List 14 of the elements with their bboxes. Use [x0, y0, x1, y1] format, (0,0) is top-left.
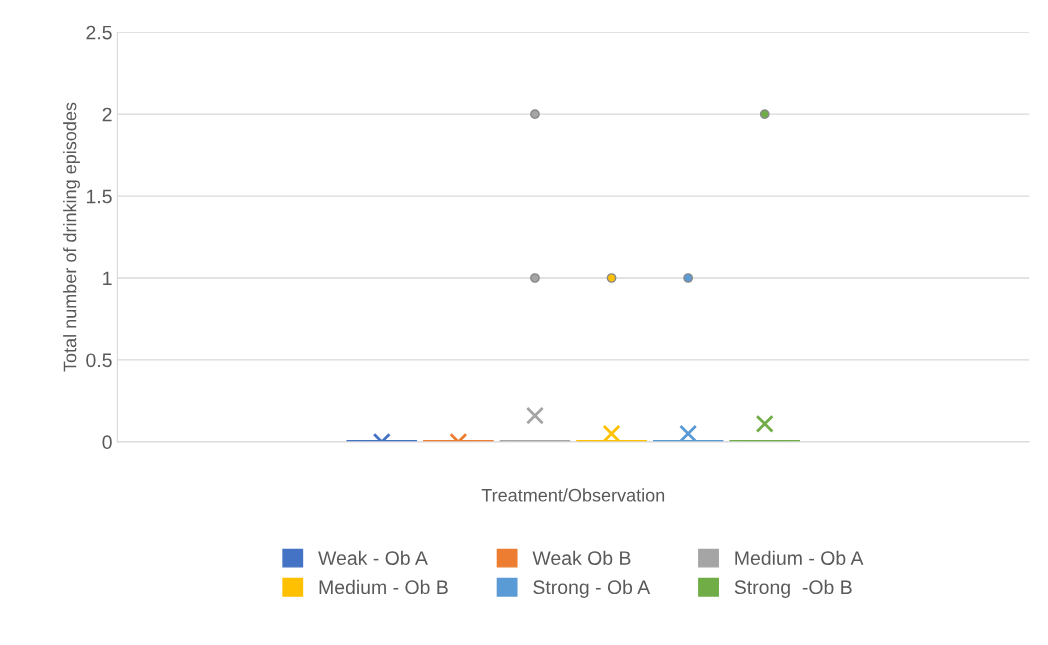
- y-tick-label: 1.5: [86, 189, 112, 204]
- y-tick-label: 0: [102, 435, 112, 450]
- legend-label: Medium - Ob A: [735, 550, 864, 565]
- y-tick-label: 2.5: [86, 25, 112, 40]
- legend-label: Strong - Ob A: [533, 579, 651, 598]
- y-tick-label: 0.5: [86, 353, 112, 368]
- y-tick-label: 1: [103, 271, 112, 286]
- y-axis-title: Total number of drinking episodes: [63, 102, 80, 372]
- legend-label: Medium - Ob B: [319, 579, 448, 595]
- x-axis-title: Treatment/Observation: [481, 488, 665, 502]
- legend-label: Weak Ob B: [532, 550, 631, 565]
- legend-label: Strong -Ob B: [734, 579, 852, 598]
- legend-label: Weak - Ob A: [318, 550, 428, 565]
- y-tick-label: 2: [102, 107, 112, 122]
